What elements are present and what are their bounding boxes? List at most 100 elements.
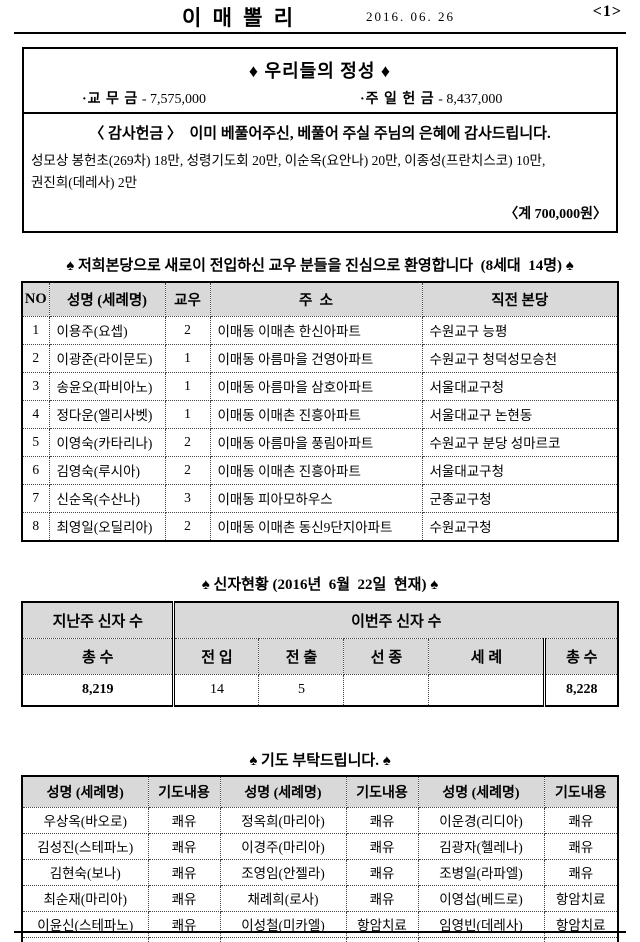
prayer-section-title: ♠ 기도 부탁드립니다. ♠ xyxy=(249,752,391,769)
page-title: 이 매 뽈 리 xyxy=(182,6,297,30)
cell-address: 이매동 피아모하우스 xyxy=(209,483,423,513)
census-section-title: ♠ 신자현황 (2016년 6월 22일 현재) ♠ xyxy=(201,576,439,593)
sunday-offering-label: ·주 일 헌 금 xyxy=(360,92,435,107)
table-row: 6 김영숙(루시아) 2 이매동 이매촌 진흥아파트 서울대교구청 xyxy=(21,455,619,485)
cell-name: 이영섭(베드로) xyxy=(417,884,545,912)
cell-deceased xyxy=(343,673,430,707)
col-header-no: NO xyxy=(21,281,50,317)
cell-address: 이매동 이매촌 진흥아파트 xyxy=(209,455,423,485)
col-header-name: 성명 (세례명) xyxy=(219,775,347,808)
sub-header-out: 전 출 xyxy=(258,637,345,675)
col-header-intention: 기도내용 xyxy=(147,775,221,808)
cell-name: 최영일(오딜리아) xyxy=(48,511,166,542)
cell-name: 신순옥(수산나) xyxy=(48,483,166,513)
cell-district: 1 xyxy=(164,343,211,373)
cell-name: 조병일(라파엘) xyxy=(417,858,545,886)
prayer-table: 성명 (세례명) 기도내용 성명 (세례명) 기도내용 성명 (세례명) 기도내… xyxy=(21,774,619,942)
sub-header-in: 전 입 xyxy=(172,637,260,675)
cell-name: 이운경(리디아) xyxy=(417,806,545,834)
cell-name: 최순재(마리아) xyxy=(21,884,149,912)
cell-district: 2 xyxy=(164,511,211,542)
cell-intention: 쾌유 xyxy=(147,806,221,834)
cell-intention: 항암치료 xyxy=(543,936,619,942)
cell-in: 14 xyxy=(172,673,260,707)
thanks-offering-body-line1: 성모상 봉헌초(269차) 18만, 성령기도회 20만, 이순옥(요안나) 2… xyxy=(31,153,546,168)
cell-address: 이매동 이매촌 진흥아파트 xyxy=(209,399,423,429)
cell-previous-parish: 수원교구 청덕성모승천 xyxy=(421,343,619,373)
cell-intention: 쾌유 xyxy=(345,884,419,912)
cell-last-week-total: 8,219 xyxy=(21,673,175,707)
cell-previous-parish: 군종교구청 xyxy=(421,483,619,513)
census-sub-header-row: 총 수 전 입 전 출 선 종 세 례 총 수 xyxy=(21,637,619,675)
cell-intention: 항암치료 xyxy=(345,936,419,942)
table-row: 2 이광준(라이문도) 1 이매동 아름마을 건영아파트 수원교구 청덕성모승천 xyxy=(21,343,619,373)
col-header-name: 성명 (세례명) xyxy=(417,775,545,808)
cell-name: 이성철(미카엘) xyxy=(219,910,347,938)
sub-header-total: 총 수 xyxy=(543,637,619,675)
table-row: 최순재(마리아) 쾌유 채례희(로사) 쾌유 이영섭(베드로) 항암치료 xyxy=(21,884,619,912)
cell-name: 김현숙(보나) xyxy=(21,858,149,886)
cell-district: 3 xyxy=(164,483,211,513)
cell-no: 4 xyxy=(21,399,50,429)
sunday-offering-value: - 8,437,000 xyxy=(438,92,503,107)
cell-name: 김성진(스테파노) xyxy=(21,832,149,860)
cell-name: 이영숙(카타리나) xyxy=(48,427,166,457)
col-header-address: 주 소 xyxy=(209,281,423,317)
table-row: 4 정다운(엘리사벳) 1 이매동 이매촌 진흥아파트 서울대교구 논현동 xyxy=(21,399,619,429)
cell-intention: 쾌유 xyxy=(147,858,221,886)
cell-previous-parish: 수원교구 분당 성마르코 xyxy=(421,427,619,457)
cell-name: 이광준(라이문도) xyxy=(48,343,166,373)
cell-name: 정다운(엘리사벳) xyxy=(48,399,166,429)
cell-no: 2 xyxy=(21,343,50,373)
cell-baptized xyxy=(428,673,546,707)
sunday-offering-item: ·주 일 헌 금 - 8,437,000 xyxy=(360,88,502,108)
welcome-section-title: ♠ 저희본당으로 새로이 전입하신 교우 분들을 진심으로 환영합니다 (8세대… xyxy=(66,257,574,274)
gyomugeum-item: ·교 무 금 - 7,575,000 xyxy=(82,88,206,108)
col-header-name: 성명 (세례명) xyxy=(21,775,149,808)
table-row: 이윤신(스테파노) 쾌유 이성철(미카엘) 항암치료 임영빈(데레사) 항암치료 xyxy=(21,910,619,938)
offering-title: ♦ 우리들의 정성 ♦ xyxy=(248,61,392,81)
thanks-offering-total: 〈계 700,000원〉 xyxy=(504,206,607,222)
table-row: 8 최영일(오딜리아) 2 이매동 이매촌 동신9단지아파트 수원교구청 xyxy=(21,511,619,542)
gyomugeum-label: ·교 무 금 xyxy=(82,92,139,107)
table-row: 7 신순옥(수산나) 3 이매동 피아모하우스 군종교구청 xyxy=(21,483,619,513)
table-row: 3 송윤오(파비아노) 1 이매동 아름마을 삼호아파트 서울대교구청 xyxy=(21,371,619,401)
thanks-offering-body-line2: 권진희(데레사) 2만 xyxy=(31,175,138,191)
cell-name: 우상옥(바오로) xyxy=(21,806,149,834)
cell-district: 1 xyxy=(164,371,211,401)
cell-intention: 쾌유 xyxy=(543,832,619,860)
cell-previous-parish: 서울대교구청 xyxy=(421,371,619,401)
cell-district: 2 xyxy=(164,315,211,345)
cell-name: 최성윤(벨라뎃다) xyxy=(219,936,347,942)
cell-name: 이승희(젬마) xyxy=(21,936,149,942)
cell-intention: 쾌유 xyxy=(345,832,419,860)
cell-name: 김영숙(루시아) xyxy=(48,455,166,485)
cell-no: 3 xyxy=(21,371,50,401)
cell-out: 5 xyxy=(258,673,345,707)
page-number: <1> xyxy=(592,3,622,20)
offering-box: ♦ 우리들의 정성 ♦ ·교 무 금 - 7,575,000 ·주 일 헌 금 … xyxy=(22,47,618,233)
sub-header-deceased: 선 종 xyxy=(343,637,430,675)
welcome-header-row: NO 성명 (세례명) 교우 주 소 직전 본당 xyxy=(21,281,619,317)
gyomugeum-value: - 7,575,000 xyxy=(141,92,206,107)
cell-name: 최종례(엘리사벳) xyxy=(417,936,545,942)
thanks-offering-title: 〈 감사헌금 〉 이미 베풀어주신, 베풀어 주실 주님의 은혜에 감사드립니다… xyxy=(89,126,551,142)
cell-intention: 쾌유 xyxy=(543,858,619,886)
cell-intention: 쾌유 xyxy=(147,884,221,912)
cell-name: 김광자(헬레나) xyxy=(417,832,545,860)
cell-intention: 쾌유 xyxy=(345,806,419,834)
welcome-table: NO 성명 (세례명) 교우 주 소 직전 본당 1 이용주(요셉) 2 이매동… xyxy=(21,280,619,542)
cell-no: 1 xyxy=(21,315,50,345)
cell-no: 6 xyxy=(21,455,50,485)
cell-previous-parish: 서울대교구청 xyxy=(421,455,619,485)
cell-intention: 항암치료 xyxy=(345,910,419,938)
col-header-name: 성명 (세례명) xyxy=(48,281,166,317)
cell-address: 이매동 이매촌 한신아파트 xyxy=(209,315,423,345)
cell-intention: 쾌유 xyxy=(147,910,221,938)
cell-name: 채례희(로사) xyxy=(219,884,347,912)
masthead: 이 매 뽈 리 2016. 06. 26 <1> xyxy=(14,0,626,34)
cell-previous-parish: 서울대교구 논현동 xyxy=(421,399,619,429)
table-row: 우상옥(바오로) 쾌유 정옥희(마리아) 쾌유 이운경(리디아) 쾌유 xyxy=(21,806,619,834)
table-row: 김현숙(보나) 쾌유 조영임(안젤라) 쾌유 조병일(라파엘) 쾌유 xyxy=(21,858,619,886)
